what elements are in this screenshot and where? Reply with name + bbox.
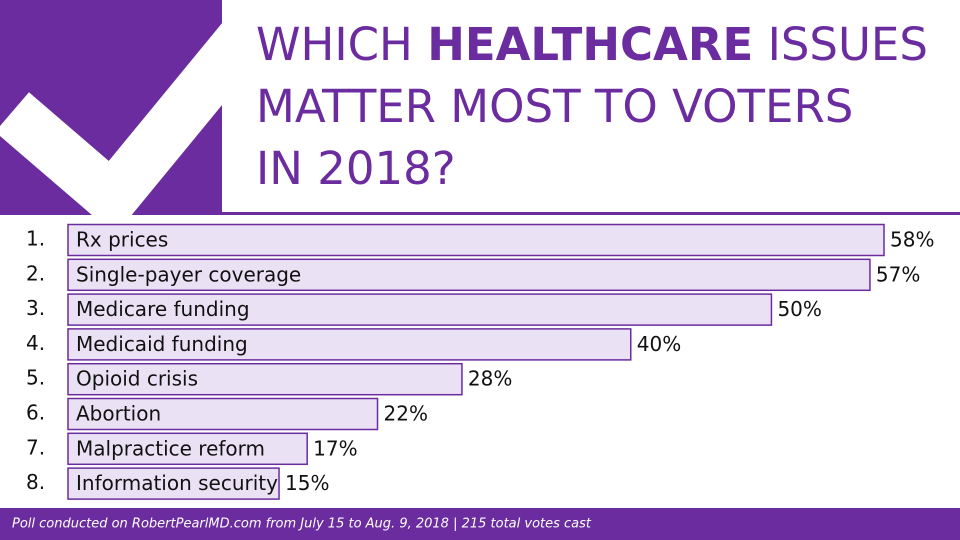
bar (67, 397, 379, 431)
footnote: Poll conducted on RobertPearlMD.com from… (12, 517, 592, 532)
rank-label: 8. (26, 470, 45, 494)
title-part: WHICH (256, 18, 413, 71)
checkmark (0, 23, 222, 215)
value-label: 15% (285, 471, 329, 495)
value-label: 28% (468, 367, 512, 391)
bar (67, 293, 773, 326)
bar (67, 467, 280, 500)
value-label: 22% (384, 402, 428, 426)
rank-label: 1. (26, 227, 45, 251)
title-part: ISSUES (768, 18, 928, 71)
title-part: MATTER MOST TO VOTERS (256, 80, 853, 133)
rank-label: 7. (26, 435, 45, 459)
bar (67, 432, 308, 466)
category-label: Information security (76, 471, 278, 495)
value-label: 57% (876, 262, 920, 286)
bar (67, 223, 885, 257)
header-rule (222, 212, 960, 215)
category-label: Opioid crisis (76, 367, 198, 391)
bar (67, 328, 632, 361)
rank-label: 3. (26, 296, 45, 320)
category-label: Abortion (76, 402, 161, 426)
title-part: IN 2018? (256, 142, 456, 195)
chart-title: IN 2018? (256, 142, 456, 195)
footer-band (0, 508, 960, 540)
chart-title: MATTER MOST TO VOTERS (256, 80, 853, 133)
chart-title: WHICH HEALTHCARE ISSUES (256, 18, 928, 71)
value-label: 50% (777, 297, 821, 321)
bar (67, 258, 871, 292)
category-label: Medicare funding (76, 297, 250, 321)
value-label: 40% (637, 332, 681, 356)
category-label: Malpractice reform (76, 436, 265, 460)
bar (67, 362, 463, 396)
title-part: HEALTHCARE (427, 18, 753, 71)
rank-label: 6. (26, 401, 45, 425)
value-label: 17% (313, 436, 357, 460)
category-label: Rx prices (76, 228, 168, 252)
rank-label: 2. (26, 261, 45, 285)
category-label: Single-payer coverage (76, 262, 301, 286)
rank-label: 4. (26, 331, 45, 355)
value-label: 58% (890, 228, 934, 252)
rank-label: 5. (26, 366, 45, 390)
category-label: Medicaid funding (76, 332, 248, 356)
